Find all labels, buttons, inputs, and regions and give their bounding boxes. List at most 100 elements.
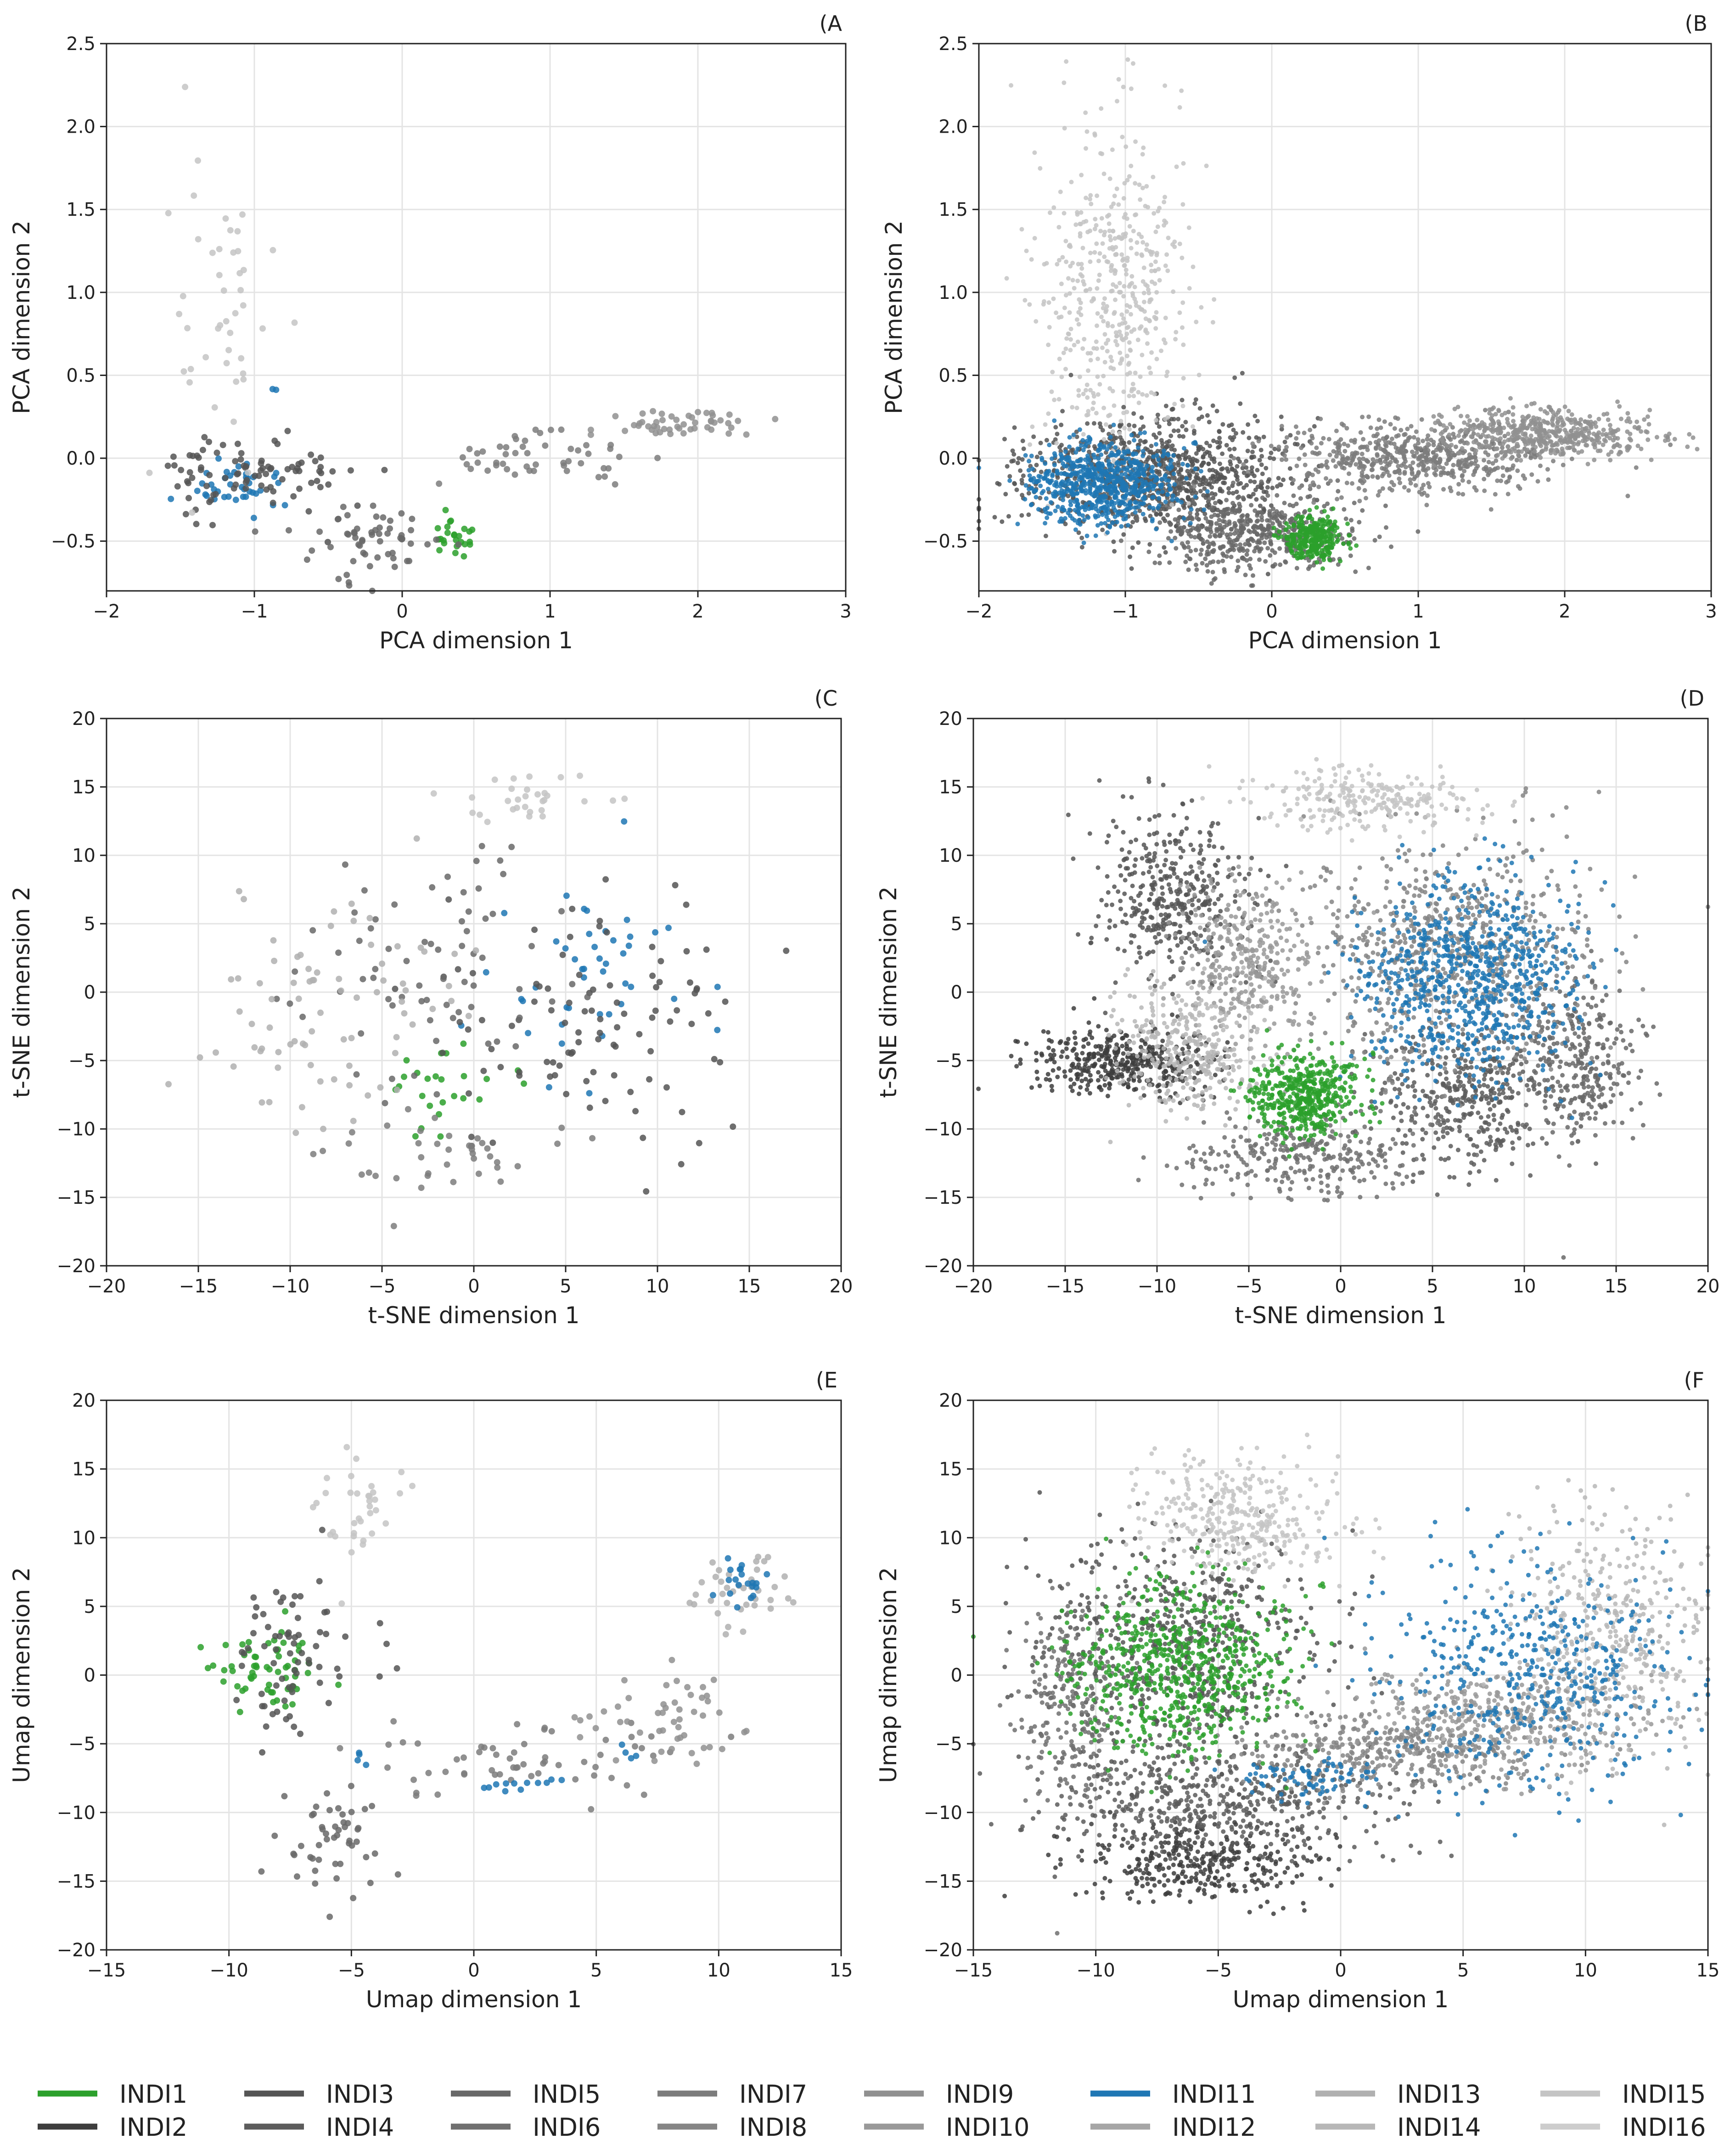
data-point-indi7 (1546, 477, 1551, 482)
data-point-indi7 (601, 473, 608, 480)
data-point-indi3 (1221, 480, 1226, 485)
data-point-indi13 (354, 994, 360, 1001)
data-point-indi5 (403, 958, 410, 965)
data-point-indi11 (627, 933, 634, 940)
data-point-indi5 (1245, 548, 1250, 553)
x-tick-label: −2 (93, 601, 120, 622)
data-point-indi7 (1493, 492, 1498, 497)
data-point-indi11 (1118, 480, 1123, 485)
data-point-indi15 (1078, 312, 1084, 317)
data-point-indi5 (1415, 529, 1421, 534)
data-point-indi7 (1402, 471, 1407, 476)
data-point-indi11 (1082, 517, 1087, 522)
data-point-indi1 (1341, 541, 1346, 546)
data-point-indi3 (1059, 422, 1064, 427)
data-point-indi7 (1462, 469, 1467, 474)
data-point-indi9 (1560, 423, 1565, 428)
data-point-indi7 (1453, 444, 1458, 449)
data-point-indi9 (1495, 453, 1500, 458)
data-point-indi5 (368, 529, 375, 536)
data-point-indi5 (1254, 519, 1259, 524)
data-point-indi15 (1144, 184, 1149, 189)
data-point-indi5 (1308, 564, 1312, 569)
data-point-indi5 (1240, 556, 1245, 561)
data-point-indi9 (725, 420, 732, 427)
data-point-indi9 (1608, 427, 1613, 432)
data-point-indi7 (503, 444, 510, 451)
data-point-indi3 (586, 1104, 593, 1111)
data-point-indi15 (1075, 278, 1080, 283)
data-point-indi9 (1469, 434, 1474, 439)
data-point-indi3 (469, 970, 476, 977)
data-point-indi15 (1063, 239, 1068, 244)
data-point-indi7 (1357, 465, 1362, 470)
data-point-indi15 (526, 813, 533, 820)
data-point-indi9 (1480, 432, 1485, 438)
data-point-indi13 (379, 960, 386, 967)
data-point-indi9 (725, 430, 732, 437)
data-point-indi1 (1296, 514, 1301, 519)
data-point-indi11 (1138, 431, 1143, 436)
data-point-indi7 (1325, 465, 1330, 470)
data-point-indi15 (234, 228, 241, 235)
data-point-indi11 (1080, 438, 1085, 443)
data-point-indi9 (1518, 458, 1523, 463)
data-point-indi3 (1066, 494, 1071, 499)
data-point-indi5 (1186, 545, 1191, 550)
data-point-indi11 (1103, 511, 1108, 516)
data-point-indi9 (1500, 449, 1505, 454)
data-point-indi9 (1506, 410, 1511, 415)
data-point-indi7 (1231, 456, 1236, 461)
data-point-indi5 (508, 843, 515, 850)
data-point-indi15 (1122, 426, 1127, 431)
data-point-indi15 (1119, 252, 1124, 257)
data-point-indi7 (445, 1146, 452, 1153)
data-point-indi3 (1216, 477, 1221, 482)
y-tick-label: −15 (57, 1187, 95, 1208)
data-point-indi7 (1378, 460, 1383, 465)
data-point-indi3 (581, 1008, 588, 1015)
data-point-indi3 (1165, 512, 1170, 517)
data-point-indi3 (632, 1108, 639, 1115)
data-point-indi13 (302, 1042, 309, 1049)
data-point-indi1 (461, 553, 467, 560)
data-point-indi11 (1007, 478, 1012, 483)
data-point-indi5 (1273, 514, 1278, 519)
data-point-indi3 (1177, 433, 1182, 438)
data-point-indi11 (1172, 482, 1177, 487)
data-point-indi7 (1371, 457, 1376, 462)
y-tick-label: −10 (57, 1119, 95, 1140)
data-point-indi3 (1224, 466, 1230, 471)
data-point-indi11 (1185, 463, 1190, 468)
data-point-indi15 (1204, 163, 1209, 168)
data-point-indi11 (1068, 460, 1073, 465)
data-point-indi7 (1310, 450, 1315, 455)
data-point-indi5 (1183, 559, 1188, 564)
data-point-indi15 (1140, 152, 1145, 157)
data-point-indi5 (1248, 566, 1253, 571)
data-point-indi5 (1245, 516, 1250, 521)
y-tick-label: −0.5 (923, 531, 968, 552)
data-point-indi7 (1451, 463, 1456, 467)
data-point-indi15 (1108, 237, 1113, 242)
data-point-indi9 (1510, 447, 1515, 452)
data-point-indi15 (1028, 442, 1033, 447)
data-point-indi3 (1003, 492, 1008, 497)
data-point-indi15 (1114, 252, 1119, 257)
data-point-indi11 (1128, 476, 1133, 481)
data-point-indi15 (1072, 342, 1077, 348)
data-point-indi7 (484, 467, 491, 474)
data-point-indi3 (1227, 447, 1232, 452)
data-point-indi5 (1277, 482, 1282, 487)
data-point-indi15 (1083, 110, 1088, 115)
data-point-indi9 (1550, 443, 1555, 448)
data-point-indi9 (691, 425, 698, 432)
data-point-indi9 (1439, 414, 1444, 419)
y-tick-label: 0.5 (938, 365, 968, 386)
data-point-indi5 (500, 870, 507, 877)
data-point-indi1 (1309, 555, 1314, 560)
data-point-indi7 (563, 467, 570, 474)
data-point-indi9 (673, 416, 680, 423)
data-point-indi3 (992, 515, 997, 520)
data-point-indi7 (1388, 441, 1393, 446)
